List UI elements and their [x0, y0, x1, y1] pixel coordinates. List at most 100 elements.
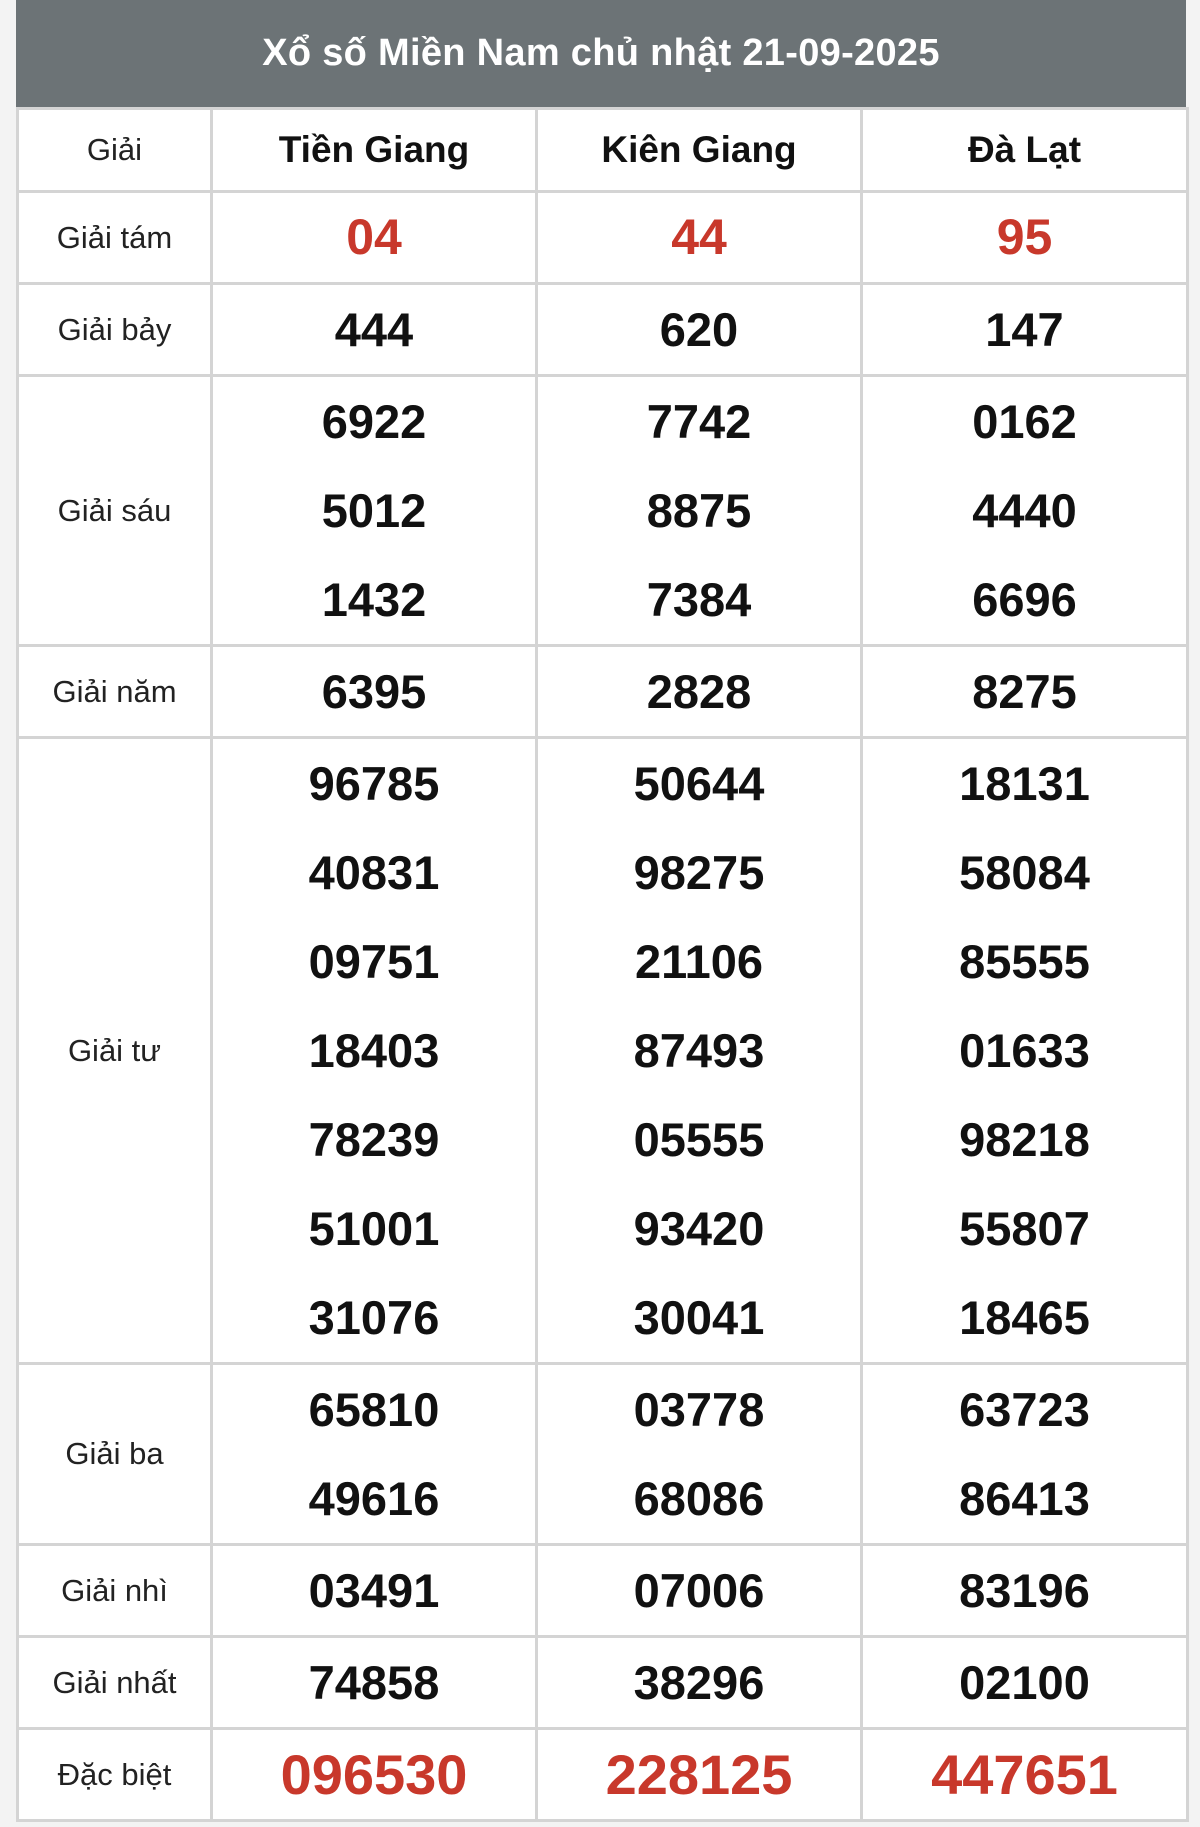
winning-number: 86413 [959, 1472, 1090, 1525]
prize-cell: 147 [860, 282, 1189, 377]
prize-cell: 03491 [210, 1543, 538, 1638]
winning-number: 0162 [972, 395, 1077, 448]
prize-row: Giải ba 65810 49616 03778 68086 63723 86413 [16, 1362, 1189, 1546]
prize-cell: 38296 [535, 1635, 863, 1730]
prize-cell: 04 [210, 190, 538, 285]
winning-number: 98275 [633, 846, 765, 899]
prize-cell: 02100 [860, 1635, 1189, 1730]
prize-cell: 83196 [860, 1543, 1189, 1638]
winning-number: 18403 [308, 1024, 440, 1077]
prize-row: Giải nhất 74858 38296 02100 [16, 1635, 1189, 1730]
winning-number: 096530 [280, 1743, 468, 1806]
winning-number: 620 [659, 303, 739, 356]
prize-label: Đặc biệt [16, 1727, 213, 1822]
page-title: Xổ số Miền Nam chủ nhật 21-09-2025 [16, 0, 1186, 107]
prize-column-header: Giải [16, 107, 213, 193]
winning-number: 68086 [633, 1472, 765, 1525]
prize-label: Giải bảy [16, 282, 213, 377]
winning-number: 02100 [959, 1656, 1090, 1709]
prize-cell: 447651 [860, 1727, 1189, 1822]
results-panel: Xổ số Miền Nam chủ nhật 21-09-2025 Giải … [16, 0, 1189, 1822]
winning-number: 98218 [959, 1113, 1090, 1166]
winning-number: 87493 [633, 1024, 765, 1077]
winning-number: 30041 [633, 1291, 765, 1344]
prize-cell: 8275 [860, 644, 1189, 739]
winning-number: 8275 [972, 665, 1077, 718]
winning-number: 63723 [959, 1383, 1090, 1436]
prize-cell: 03778 68086 [535, 1362, 863, 1546]
winning-number: 74858 [308, 1656, 440, 1709]
prize-label: Giải nhất [16, 1635, 213, 1730]
prize-label: Giải nhì [16, 1543, 213, 1638]
winning-number: 18465 [959, 1291, 1090, 1344]
winning-number: 83196 [959, 1564, 1090, 1617]
winning-number: 447651 [931, 1743, 1118, 1806]
winning-number: 78239 [308, 1113, 440, 1166]
prize-label: Giải tư [16, 736, 213, 1365]
winning-number: 09751 [308, 935, 440, 988]
prize-cell: 63723 86413 [860, 1362, 1189, 1546]
winning-number: 95 [996, 209, 1053, 265]
prize-row: Đặc biệt 096530 228125 447651 [16, 1727, 1189, 1822]
prize-cell: 07006 [535, 1543, 863, 1638]
prize-row: Giải bảy 444 620 147 [16, 282, 1189, 377]
prize-label: Giải năm [16, 644, 213, 739]
winning-number: 40831 [308, 846, 440, 899]
prize-cell: 95 [860, 190, 1189, 285]
winning-number: 6696 [972, 573, 1077, 626]
province-header: Đà Lạt [860, 107, 1189, 193]
prize-row: Giải tám 04 44 95 [16, 190, 1189, 285]
winning-number: 01633 [959, 1024, 1090, 1077]
winning-number: 03778 [633, 1383, 765, 1436]
results-table: Giải Tiền Giang Kiên Giang Đà Lạt Giải t… [16, 107, 1189, 1822]
prize-row: Giải sáu 6922 5012 1432 7742 8875 7384 0162 4440… [16, 374, 1189, 647]
winning-number: 8875 [646, 484, 752, 537]
winning-number: 03491 [308, 1564, 440, 1617]
prize-cell: 620 [535, 282, 863, 377]
prize-label: Giải tám [16, 190, 213, 285]
prize-cell: 65810 49616 [210, 1362, 538, 1546]
prize-row: Giải nhì 03491 07006 83196 [16, 1543, 1189, 1638]
winning-number: 444 [334, 303, 414, 356]
winning-number: 6395 [321, 665, 427, 718]
prize-cell: 6395 [210, 644, 538, 739]
winning-number: 4440 [972, 484, 1077, 537]
winning-number: 50644 [633, 757, 765, 810]
winning-number: 05555 [633, 1113, 765, 1166]
winning-number: 6922 [321, 395, 427, 448]
winning-number: 2828 [646, 665, 752, 718]
winning-number: 93420 [633, 1202, 765, 1255]
winning-number: 85555 [959, 935, 1090, 988]
winning-number: 228125 [605, 1743, 793, 1806]
winning-number: 44 [671, 209, 727, 265]
prize-cell: 228125 [535, 1727, 863, 1822]
winning-number: 04 [346, 209, 402, 265]
header-row: Giải Tiền Giang Kiên Giang Đà Lạt [16, 107, 1189, 193]
winning-number: 21106 [634, 935, 764, 988]
prize-cell: 74858 [210, 1635, 538, 1730]
prize-cell: 444 [210, 282, 538, 377]
prize-cell: 2828 [535, 644, 863, 739]
winning-number: 65810 [308, 1383, 440, 1436]
winning-number: 49616 [308, 1472, 440, 1525]
winning-number: 58084 [959, 846, 1090, 899]
province-header: Tiền Giang [210, 107, 538, 193]
prize-cell: 096530 [210, 1727, 538, 1822]
winning-number: 1432 [321, 573, 427, 626]
prize-cell: 96785 40831 09751 18403 78239 51001 31076 [210, 736, 538, 1365]
winning-number: 18131 [959, 757, 1090, 810]
winning-number: 51001 [308, 1202, 440, 1255]
winning-number: 55807 [959, 1202, 1090, 1255]
winning-number: 7384 [646, 573, 752, 626]
province-header: Kiên Giang [535, 107, 863, 193]
prize-cell: 44 [535, 190, 863, 285]
winning-number: 07006 [633, 1564, 765, 1617]
winning-number: 31076 [308, 1291, 440, 1344]
winning-number: 147 [985, 303, 1064, 356]
winning-number: 96785 [308, 757, 440, 810]
prize-cell: 6922 5012 1432 [210, 374, 538, 647]
prize-label: Giải ba [16, 1362, 213, 1546]
prize-row: Giải tư 96785 40831 09751 18403 78239 51001 310… [16, 736, 1189, 1365]
prize-row: Giải năm 6395 2828 8275 [16, 644, 1189, 739]
winning-number: 38296 [633, 1656, 765, 1709]
